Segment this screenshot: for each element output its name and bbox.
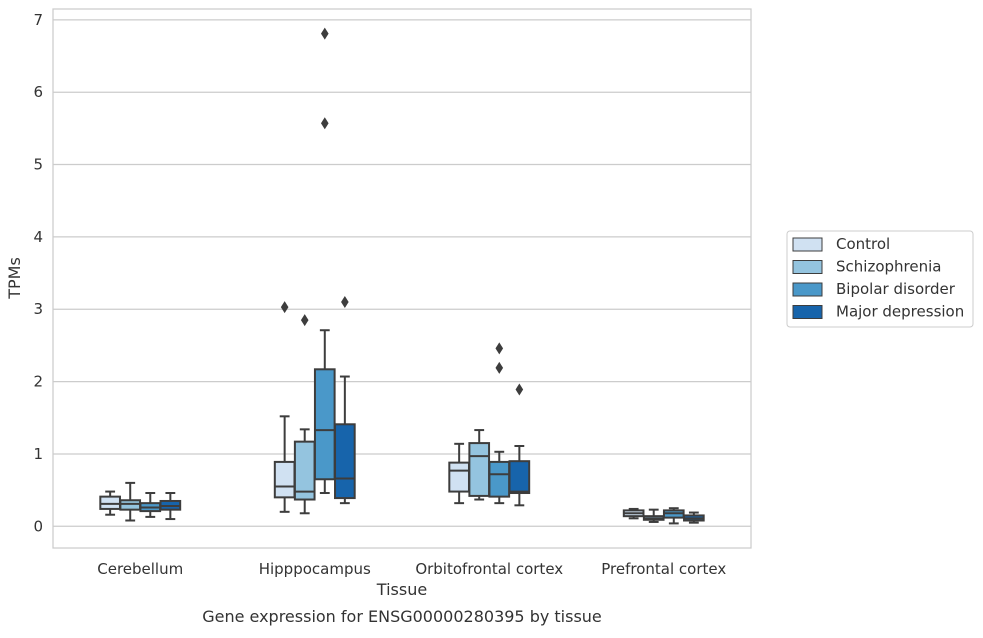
- x-tick-label: Prefrontal cortex: [601, 560, 726, 578]
- box-schizophrenia: [468, 429, 491, 501]
- box-major-depression: [683, 511, 705, 524]
- legend-label: Major depression: [836, 303, 964, 321]
- y-tick-label: 7: [33, 11, 43, 29]
- x-tick-label: Orbitofrontal cortex: [415, 560, 563, 578]
- box-control: [448, 442, 470, 505]
- box-bipolar-disorder: [139, 492, 162, 518]
- x-tick-label: Hipppocampus: [259, 560, 371, 578]
- iqr-box: [448, 461, 470, 493]
- legend-items: Control Schizophrenia Bipolar disorder Majo…: [792, 235, 964, 321]
- iqr-box: [313, 368, 336, 481]
- legend: Control Schizophrenia Bipolar disorder Majo…: [786, 230, 974, 328]
- outlier-marker: [280, 301, 289, 314]
- y-axis-label: TPMs: [5, 257, 24, 300]
- iqr-box: [334, 423, 356, 500]
- outlier-marker: [320, 117, 329, 130]
- iqr-box: [488, 460, 511, 498]
- legend-swatch: [792, 260, 823, 274]
- ticks-layer: 0 1 2 3 4 5 6 7 Cerebellum Hipppocampus Orbitofron…: [33, 11, 726, 578]
- y-tick-label: 0: [33, 517, 43, 535]
- legend-label: Schizophrenia: [836, 258, 941, 276]
- x-tick-label: Cerebellum: [97, 560, 183, 578]
- legend-label: Bipolar disorder: [836, 280, 956, 298]
- plot-frame: [52, 8, 752, 549]
- box-bipolar-disorder: [488, 342, 511, 505]
- y-tick-label: 4: [33, 228, 43, 246]
- grid-layer: [53, 19, 751, 527]
- chart-caption: Gene expression for ENSG00000280395 by t…: [202, 607, 602, 626]
- legend-frame: [786, 230, 974, 328]
- outlier-marker: [320, 27, 329, 40]
- boxes-layer: [99, 27, 705, 525]
- iqr-box: [508, 460, 531, 495]
- legend-swatch: [792, 305, 823, 319]
- y-tick-label: 5: [33, 156, 43, 174]
- y-tick-label: 6: [33, 83, 43, 101]
- legend-label: Control: [836, 235, 890, 253]
- x-axis-label: Tissue: [376, 580, 427, 599]
- outlier-marker: [495, 342, 504, 355]
- box-major-depression: [159, 492, 182, 521]
- box-control: [273, 301, 296, 513]
- box-major-depression: [508, 383, 531, 507]
- box-control: [622, 507, 645, 520]
- outlier-marker: [515, 383, 524, 396]
- iqr-box: [99, 495, 121, 510]
- legend-swatch: [792, 282, 823, 297]
- y-tick-label: 3: [33, 300, 43, 318]
- box-bipolar-disorder: [662, 507, 685, 525]
- box-bipolar-disorder: [313, 27, 336, 495]
- outlier-marker: [495, 361, 504, 374]
- iqr-box: [273, 460, 296, 499]
- y-tick-label: 2: [33, 373, 43, 391]
- box-schizophrenia: [642, 508, 665, 523]
- box-schizophrenia: [293, 314, 316, 515]
- iqr-box: [119, 499, 142, 511]
- outlier-marker: [300, 314, 309, 327]
- outlier-marker: [341, 296, 349, 309]
- iqr-box: [468, 442, 491, 497]
- box-control: [99, 490, 121, 516]
- legend-swatch: [792, 237, 823, 252]
- box-major-depression: [334, 296, 356, 505]
- box-schizophrenia: [119, 481, 142, 522]
- y-tick-label: 1: [33, 445, 43, 463]
